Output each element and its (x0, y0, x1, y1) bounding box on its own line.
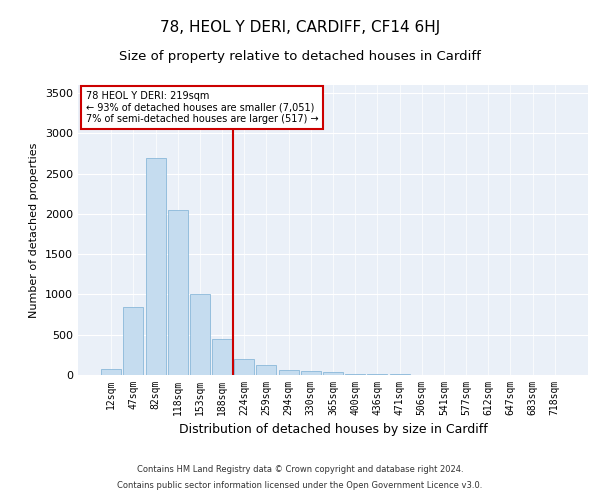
Bar (345, 374, 365, 375)
Bar (234, 359, 254, 375)
Bar (101, 369, 121, 375)
Text: 78 HEOL Y DERI: 219sqm
← 93% of detached houses are smaller (7,051)
7% of semi-d: 78 HEOL Y DERI: 219sqm ← 93% of detached… (86, 91, 318, 124)
Y-axis label: Number of detached properties: Number of detached properties (29, 142, 40, 318)
Bar (278, 370, 299, 375)
Bar (124, 306, 143, 375)
Bar (301, 370, 321, 375)
Text: 78, HEOL Y DERI, CARDIFF, CF14 6HJ: 78, HEOL Y DERI, CARDIFF, CF14 6HJ (160, 20, 440, 35)
Bar (256, 364, 277, 375)
Bar (389, 374, 410, 375)
X-axis label: Distribution of detached houses by size in Cardiff: Distribution of detached houses by size … (179, 424, 487, 436)
Bar (190, 294, 210, 375)
Text: Contains HM Land Registry data © Crown copyright and database right 2024.: Contains HM Land Registry data © Crown c… (137, 466, 463, 474)
Bar (323, 372, 343, 375)
Text: Size of property relative to detached houses in Cardiff: Size of property relative to detached ho… (119, 50, 481, 63)
Bar (367, 374, 388, 375)
Bar (146, 158, 166, 375)
Bar (212, 339, 232, 375)
Bar (168, 210, 188, 375)
Text: Contains public sector information licensed under the Open Government Licence v3: Contains public sector information licen… (118, 480, 482, 490)
